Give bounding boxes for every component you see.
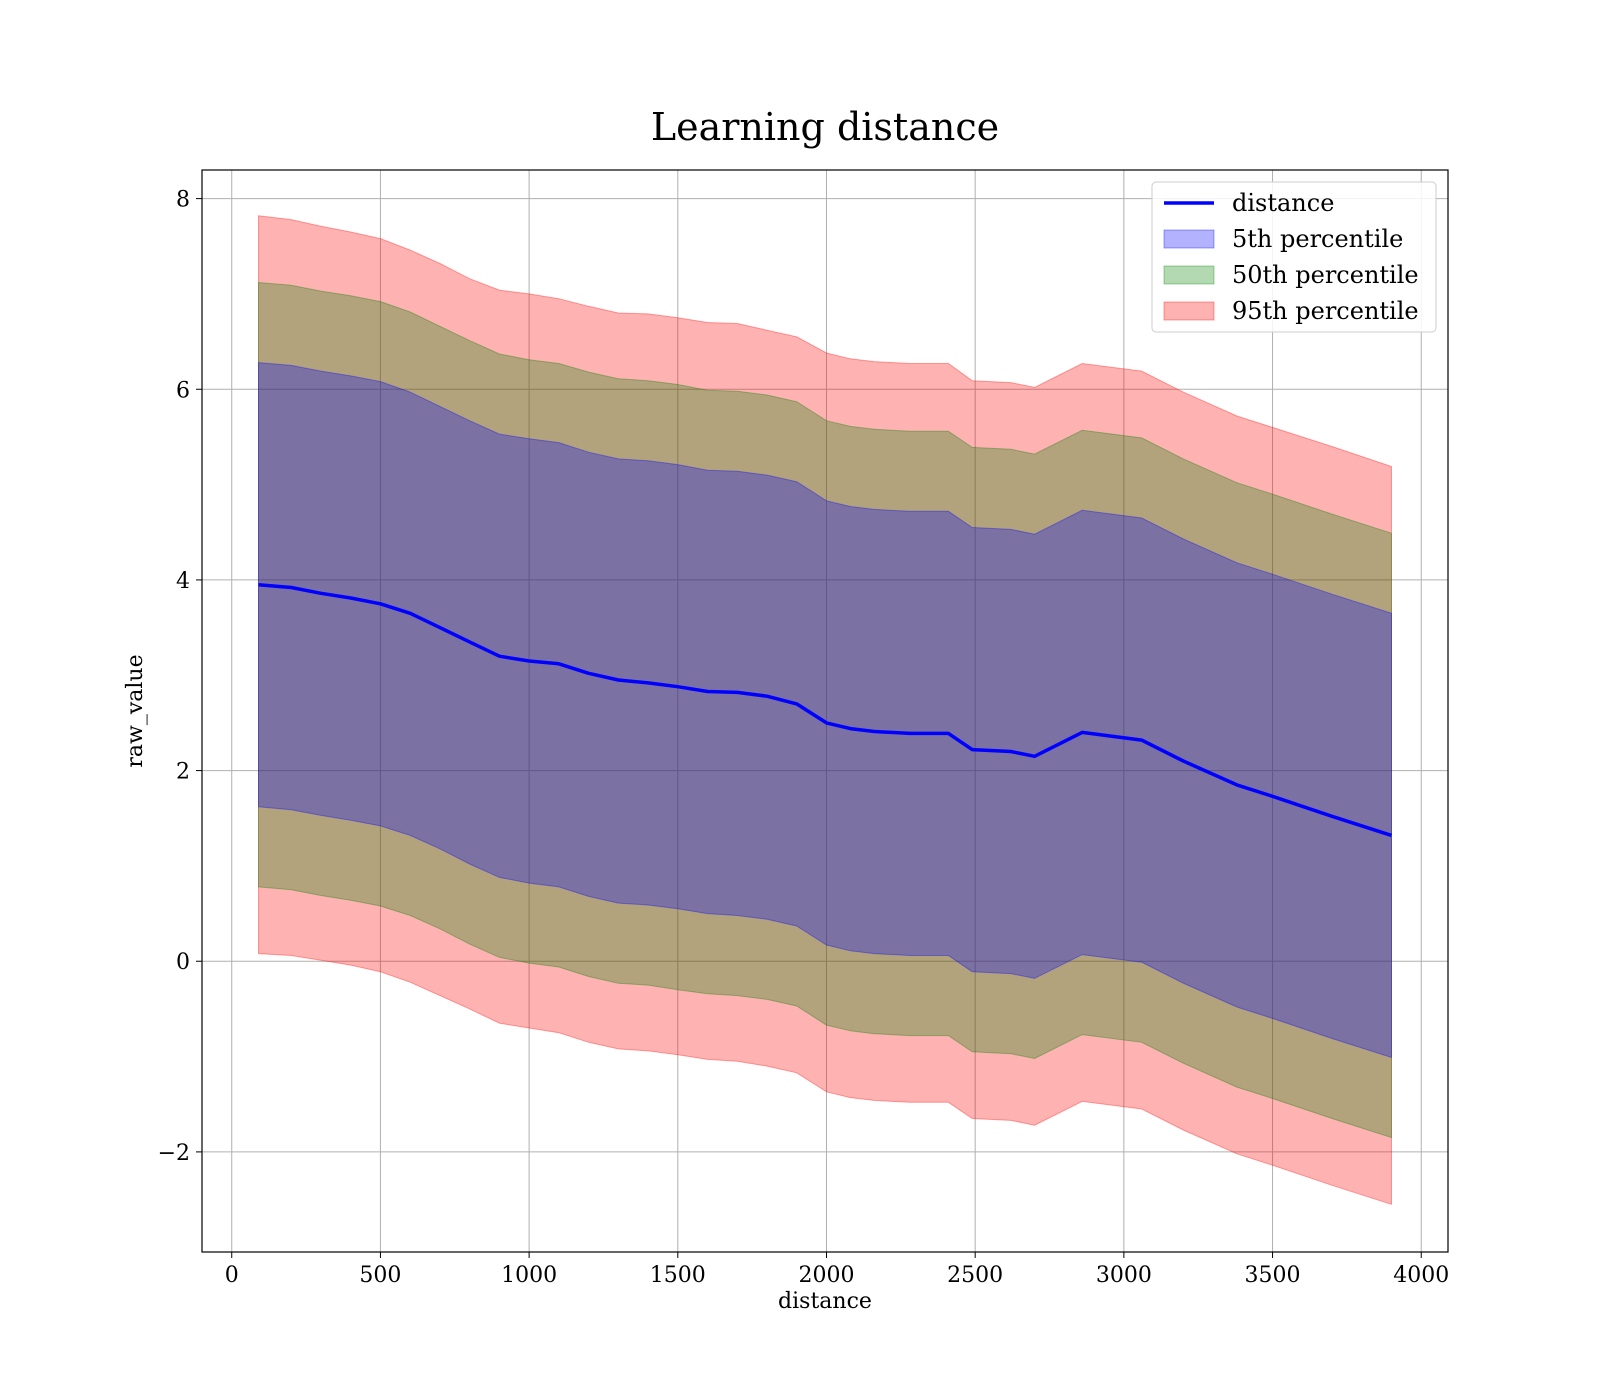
y-tick-label: 0 — [176, 950, 190, 975]
x-tick-label: 500 — [359, 1263, 401, 1288]
axis-ticks: 0 500 1000 1500 2000 2500 3000 3500 4000 −2 0 2 4 6 8 — [158, 188, 1450, 1288]
grid — [202, 170, 1448, 1252]
y-tick-label: −2 — [158, 1141, 190, 1166]
distance-line-layer — [258, 582, 1393, 838]
legend-label: 50th percentile — [1232, 261, 1419, 289]
x-tick-label: 3000 — [1096, 1263, 1152, 1288]
y-tick-label: 4 — [176, 569, 190, 594]
x-tick-label: 4000 — [1393, 1263, 1449, 1288]
legend-swatch-5th-percentile — [1163, 229, 1215, 249]
band-5th-percentile — [258, 362, 1392, 1059]
legend-label: distance — [1232, 189, 1334, 217]
x-axis-label: distance — [778, 1289, 872, 1314]
legend-box — [1151, 181, 1437, 333]
legend: distance 5th percentile 50th percentile 95t… — [1151, 181, 1437, 333]
x-tick-label: 2000 — [798, 1263, 854, 1288]
distance-line — [258, 582, 1393, 838]
y-tick-label: 8 — [176, 188, 190, 213]
band-50th-percentile — [258, 281, 1392, 1139]
y-tick-label: 2 — [176, 760, 190, 785]
band-95th-percentile — [258, 215, 1392, 1205]
legend-swatch-50th-percentile — [1163, 265, 1215, 285]
legend-swatch-95th-percentile — [1163, 301, 1215, 321]
legend-label: 95th percentile — [1232, 297, 1419, 325]
y-axis-label: raw_value — [123, 654, 148, 767]
percentile-bands — [258, 215, 1392, 1205]
x-tick-label: 0 — [225, 1263, 239, 1288]
x-tick-label: 2500 — [947, 1263, 1003, 1288]
y-tick-label: 6 — [176, 378, 190, 403]
plot-frame — [201, 169, 1449, 1253]
x-tick-label: 1000 — [501, 1263, 557, 1288]
chart-title: Learning distance — [651, 105, 999, 149]
x-tick-label: 1500 — [650, 1263, 706, 1288]
legend-label: 5th percentile — [1232, 225, 1403, 253]
x-tick-label: 3500 — [1245, 1263, 1301, 1288]
